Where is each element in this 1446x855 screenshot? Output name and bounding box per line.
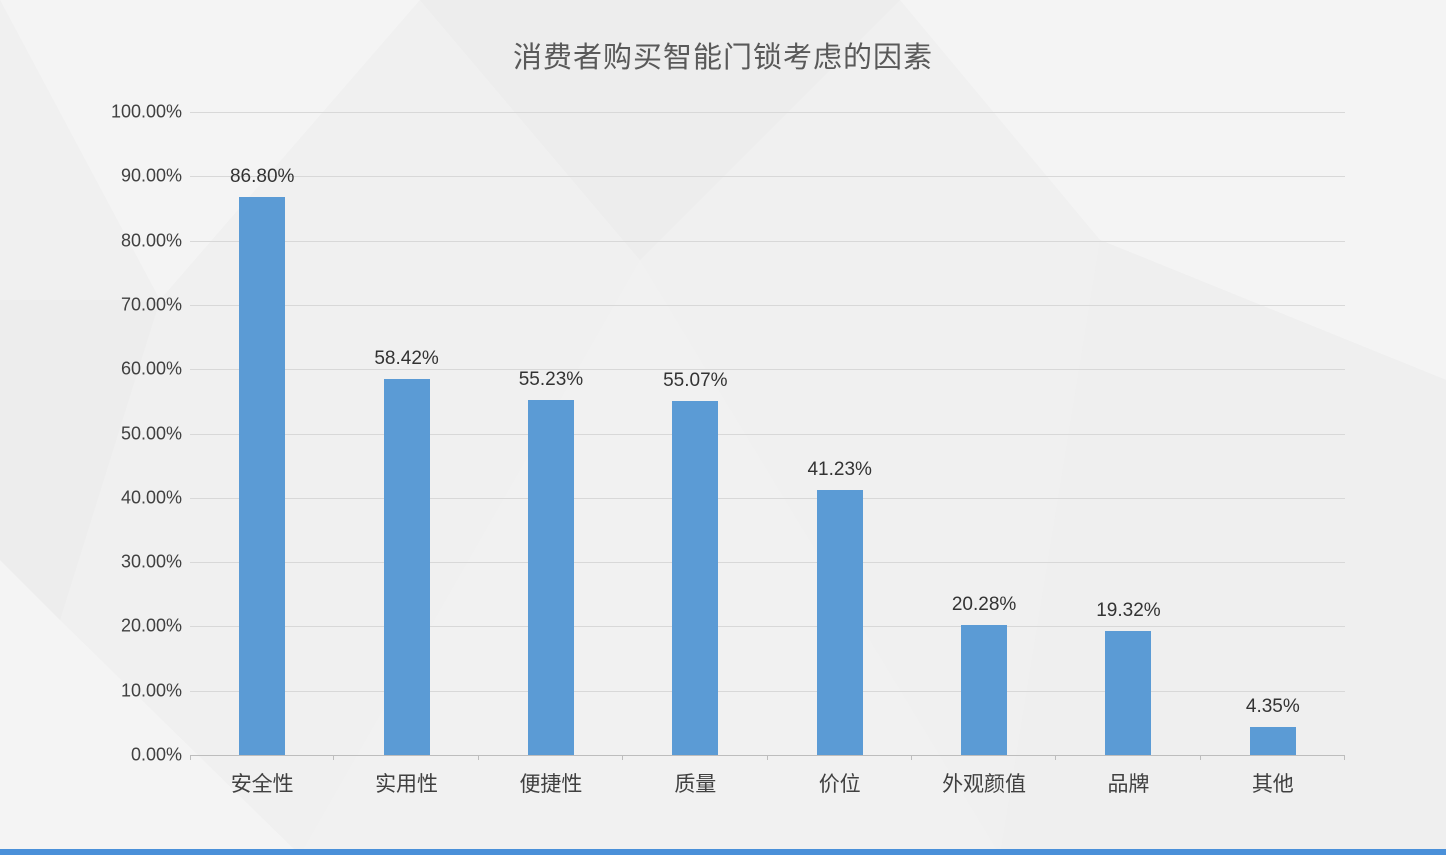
bars-container: 86.80% 58.42% 55.23% 55.07% 41.23% 20.28% 19.3… xyxy=(190,112,1345,760)
y-tick-label: 40.00% xyxy=(120,487,182,508)
x-category-label: 其他 xyxy=(1251,773,1294,796)
gridline xyxy=(190,497,1345,499)
gridline xyxy=(190,690,1345,692)
bar-slot: 55.23% xyxy=(479,112,624,760)
gridline xyxy=(190,112,1345,113)
gridline xyxy=(190,176,1345,178)
y-tick-label: 30.00% xyxy=(120,551,182,572)
bar xyxy=(527,399,574,755)
bar-slot: 4.35% xyxy=(1201,112,1345,760)
axis-tick-mark xyxy=(766,755,768,760)
bar-value-label: 55.07% xyxy=(663,369,728,391)
gridline xyxy=(190,369,1345,371)
y-tick-label: 10.00% xyxy=(120,680,182,701)
axis-tick-mark xyxy=(1344,755,1345,760)
bar xyxy=(961,624,1008,755)
x-category-label: 品牌 xyxy=(1107,773,1150,796)
bar-value-label: 20.28% xyxy=(951,593,1017,615)
bar xyxy=(383,379,430,755)
y-tick-label: 60.00% xyxy=(120,358,182,379)
y-tick-label: 100.00% xyxy=(110,101,182,122)
bar-slot: 41.23% xyxy=(768,112,912,760)
chart-title: 消费者购买智能门锁考虑的因素 xyxy=(512,42,933,74)
axis-tick-mark xyxy=(190,755,191,760)
bar-slot: 20.28% xyxy=(912,112,1057,760)
y-tick-label: 50.00% xyxy=(120,423,182,443)
bar xyxy=(239,196,286,755)
gridline xyxy=(190,433,1345,435)
bar-value-label: 19.32% xyxy=(1096,599,1161,621)
bar xyxy=(1105,630,1152,755)
plot-area: 86.80% 58.42% 55.23% 55.07% 41.23% 20.28% 19.3… xyxy=(190,112,1345,760)
x-axis-line xyxy=(190,755,1345,756)
axis-tick-mark xyxy=(1055,755,1057,760)
gridline xyxy=(190,562,1345,564)
x-category-label: 质量 xyxy=(674,773,717,796)
axis-tick-mark xyxy=(477,755,479,760)
y-tick-label: 0.00% xyxy=(130,744,182,765)
bar xyxy=(1249,727,1296,755)
x-category-label: 安全性 xyxy=(230,773,294,796)
x-category-label: 价位 xyxy=(818,773,861,796)
x-category-label: 便捷性 xyxy=(519,773,583,796)
bar-value-label: 4.35% xyxy=(1245,696,1300,718)
bar xyxy=(672,400,719,755)
gridline xyxy=(190,240,1345,242)
bar xyxy=(816,489,863,755)
footer-accent-bar xyxy=(0,849,1446,855)
gridline xyxy=(190,626,1345,628)
bar-slot: 86.80% xyxy=(190,112,335,760)
gridline xyxy=(190,304,1345,306)
y-tick-label: 90.00% xyxy=(120,165,182,186)
axis-tick-mark xyxy=(1199,755,1201,760)
x-category-label: 外观颜值 xyxy=(942,773,1027,796)
x-axis-category-labels: 安全性 实用性 便捷性 质量 价位 外观颜值 品牌 其他 xyxy=(190,768,1345,798)
bar-slot: 55.07% xyxy=(623,112,768,760)
y-tick-label: 80.00% xyxy=(120,230,182,251)
bar-value-label: 86.80% xyxy=(229,165,295,187)
y-tick-label: 20.00% xyxy=(120,615,182,636)
bar-value-label: 58.42% xyxy=(374,348,439,370)
bar-value-label: 55.23% xyxy=(518,368,584,390)
axis-tick-mark xyxy=(622,755,624,760)
axis-tick-mark xyxy=(910,755,912,760)
y-tick-label: 70.00% xyxy=(120,294,182,315)
axis-tick-mark xyxy=(333,755,335,760)
y-axis-tick-labels: 100.00% 90.00% 80.00% 70.00% 60.00% 50.00% 40.… xyxy=(60,102,182,765)
bar-value-label: 41.23% xyxy=(807,458,872,480)
bar-slot: 19.32% xyxy=(1056,112,1201,760)
bar-slot: 58.42% xyxy=(334,112,479,760)
x-category-label: 实用性 xyxy=(375,773,439,796)
